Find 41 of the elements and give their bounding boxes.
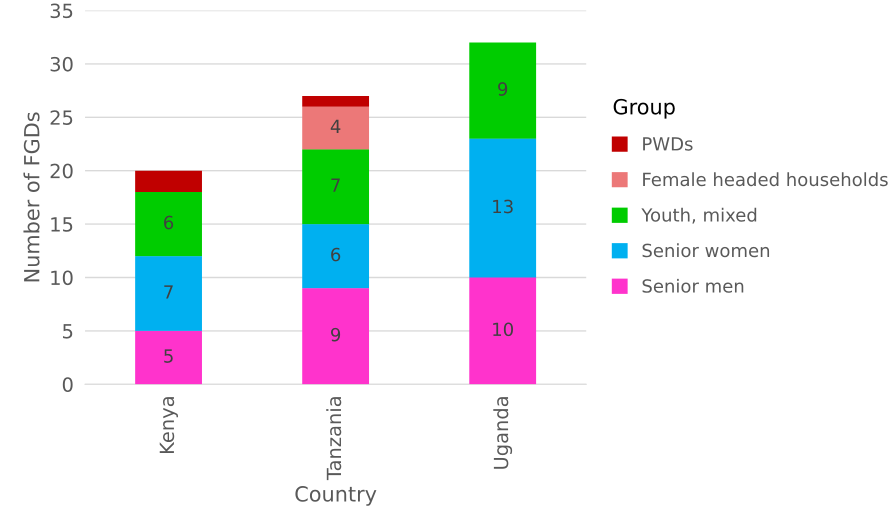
- legend-label: Senior men: [642, 278, 744, 293]
- data-label: 6: [164, 216, 174, 230]
- data-label: 13: [493, 200, 513, 214]
- bar: [469, 278, 536, 384]
- bar: [135, 170, 202, 192]
- data-label: 7: [164, 285, 173, 298]
- data-label: 4: [330, 120, 340, 133]
- x-tick-label: Uganda: [493, 397, 512, 469]
- legend-label: Youth, mixed: [641, 208, 756, 224]
- y-tick-label: 5: [63, 324, 72, 339]
- bar: [302, 106, 370, 150]
- y-axis-title: Number of FGDs: [23, 112, 40, 282]
- bar: [469, 42, 536, 139]
- legend-label: Female headed households: [643, 172, 888, 186]
- data-label: 9: [331, 328, 340, 342]
- bar: [302, 288, 370, 384]
- data-label: 7: [331, 178, 340, 192]
- legend-title: Group: [614, 98, 675, 119]
- bar: [135, 256, 202, 331]
- bar: [302, 224, 370, 288]
- data-label: 5: [164, 349, 173, 363]
- y-tick-label: 30: [50, 56, 73, 72]
- bar: [135, 192, 202, 256]
- x-tick-label: Kenya: [160, 397, 178, 453]
- y-tick-label: 10: [51, 270, 73, 286]
- y-tick-label: 35: [50, 3, 72, 18]
- y-tick-label: 0: [62, 377, 73, 392]
- bar: [469, 138, 536, 278]
- y-tick-label: 15: [51, 217, 72, 232]
- x-axis-title: Country: [295, 486, 376, 506]
- data-label: 9: [498, 82, 508, 96]
- y-tick-label: 20: [50, 164, 73, 178]
- legend-label: Senior women: [642, 243, 770, 258]
- legend-label: PWDs: [643, 137, 693, 151]
- y-tick-label: 25: [50, 110, 72, 125]
- x-tick-label: Tanzania: [326, 397, 342, 480]
- data-label: 10: [493, 322, 513, 336]
- bar: [302, 96, 370, 107]
- data-label: 6: [331, 248, 340, 262]
- bar: [302, 149, 370, 224]
- bar: [135, 330, 202, 384]
